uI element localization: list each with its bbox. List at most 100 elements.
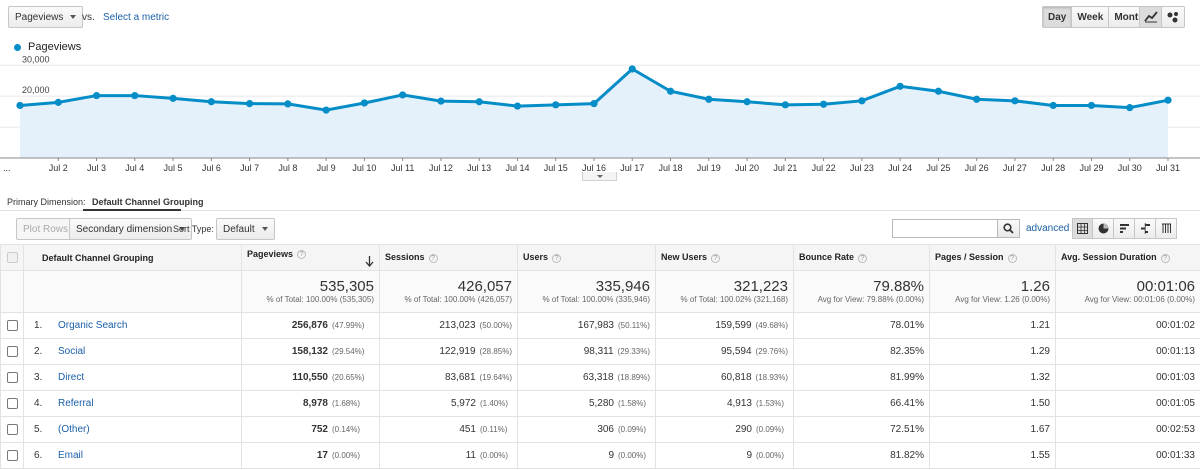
x-tick-label: Jul 31 [1156, 163, 1180, 173]
total-sub: % of Total: 100.00% (426,057) [404, 295, 512, 304]
sessions-cell: 213,023 (50.00%) [379, 312, 518, 339]
data-point[interactable] [590, 100, 598, 108]
pivot-view-button[interactable] [1156, 218, 1177, 239]
sort-type-dropdown[interactable]: Default [216, 218, 275, 240]
help-icon[interactable]: ? [1007, 253, 1017, 263]
secondary-dimension-dropdown[interactable]: Secondary dimension [69, 218, 193, 240]
row-checkbox[interactable] [6, 423, 18, 435]
total-sub: Avg for View: 1.26 (0.00%) [955, 295, 1050, 304]
row-checkbox[interactable] [6, 319, 18, 331]
legend-label: Pageviews [28, 41, 82, 53]
data-point[interactable] [1164, 96, 1172, 104]
data-point[interactable] [246, 100, 254, 108]
data-point[interactable] [743, 98, 751, 106]
channel-link[interactable]: Social [58, 346, 86, 357]
sessions-percent: (28.85%) [479, 347, 512, 356]
data-point[interactable] [1126, 104, 1134, 112]
column-header-bounce-rate[interactable]: Bounce Rate? [793, 244, 930, 271]
line-chart-button[interactable] [1139, 6, 1162, 28]
data-point[interactable] [628, 65, 636, 73]
row-checkbox[interactable] [6, 345, 18, 357]
data-point[interactable] [284, 100, 292, 108]
pie-view-button[interactable] [1093, 218, 1114, 239]
help-icon[interactable]: ? [297, 249, 307, 259]
help-icon[interactable]: ? [1160, 253, 1170, 263]
data-point[interactable] [934, 87, 943, 95]
x-tick-label: Jul 6 [202, 163, 221, 173]
pageviews-cell: 158,132 (29.54%) [241, 338, 380, 365]
row-checkbox[interactable] [6, 397, 18, 409]
column-header-pages-session[interactable]: Pages / Session? [929, 244, 1056, 271]
data-point[interactable] [131, 91, 139, 100]
primary-dimension-value[interactable]: Default Channel Grouping [92, 197, 204, 207]
data-point[interactable] [360, 99, 368, 107]
table-view-button[interactable] [1072, 218, 1093, 239]
pages-session-cell: 1.55 [929, 442, 1056, 469]
column-header-avg-session-duration[interactable]: Avg. Session Duration? [1055, 244, 1200, 271]
select-all-checkbox[interactable] [6, 252, 18, 264]
pages-session-cell: 1.50 [929, 390, 1056, 417]
row-checkbox[interactable] [6, 371, 18, 383]
data-point[interactable] [54, 98, 62, 106]
table-view-selector [1072, 218, 1177, 239]
data-point[interactable] [973, 95, 981, 103]
channel-link[interactable]: Referral [58, 398, 94, 409]
data-point[interactable] [169, 94, 177, 102]
day-button[interactable]: Day [1042, 6, 1073, 28]
data-point[interactable] [896, 82, 904, 90]
data-point[interactable] [16, 101, 24, 110]
chart-collapse-handle[interactable] [582, 172, 617, 181]
plot-rows-button[interactable]: Plot Rows [16, 218, 76, 240]
data-point[interactable] [207, 98, 215, 106]
motion-chart-button[interactable] [1162, 6, 1185, 28]
new-users-cell: 290 (0.09%) [655, 416, 794, 443]
select-metric-link[interactable]: Select a metric [103, 12, 170, 23]
channel-link[interactable]: Email [58, 450, 84, 461]
column-header-pageviews[interactable]: Pageviews? [241, 244, 380, 271]
help-icon[interactable]: ? [428, 253, 438, 263]
data-point[interactable] [820, 100, 828, 108]
column-header-channel[interactable]: Default Channel Grouping [23, 244, 242, 271]
channel-cell: 1. Organic Search [23, 312, 242, 339]
data-point[interactable] [92, 91, 101, 100]
search-button[interactable] [998, 219, 1020, 238]
help-icon[interactable]: ? [858, 253, 868, 263]
data-point[interactable] [666, 87, 675, 95]
data-point[interactable] [858, 97, 866, 105]
column-header-sessions[interactable]: Sessions? [379, 244, 518, 271]
table-search-input[interactable] [892, 219, 998, 238]
new-users-cell: 159,599 (49.68%) [655, 312, 794, 339]
help-icon[interactable]: ? [552, 253, 562, 263]
sessions-percent: (0.00%) [480, 451, 509, 460]
sessions-percent: (19.64%) [479, 373, 512, 382]
row-checkbox[interactable] [6, 449, 18, 461]
x-tick-label: Jul 8 [278, 163, 297, 173]
column-header-new-users[interactable]: New Users? [655, 244, 794, 271]
data-point[interactable] [1011, 97, 1019, 105]
data-point[interactable] [513, 102, 522, 110]
data-point[interactable] [552, 101, 560, 109]
channel-link[interactable]: (Other) [58, 424, 90, 435]
help-icon[interactable]: ? [711, 253, 721, 263]
data-point[interactable] [1087, 101, 1096, 110]
advanced-filter-link[interactable]: advanced [1026, 223, 1070, 234]
y-tick-label: 30,000 [22, 56, 50, 64]
x-tick-label: Jul 17 [620, 163, 644, 173]
data-point[interactable] [322, 106, 330, 114]
data-point[interactable] [781, 101, 789, 109]
column-header-users[interactable]: Users? [517, 244, 656, 271]
data-point[interactable] [705, 95, 713, 103]
data-point[interactable] [399, 91, 407, 99]
channel-link[interactable]: Direct [58, 372, 85, 383]
x-tick-label: Jul 24 [888, 163, 912, 173]
performance-view-button[interactable] [1114, 218, 1135, 239]
sessions-value: 83,681 [444, 372, 476, 383]
channel-link[interactable]: Organic Search [58, 320, 128, 331]
metric-dropdown[interactable]: Pageviews [8, 6, 84, 28]
active-dimension-indicator [83, 209, 181, 211]
comparison-view-button[interactable] [1135, 218, 1156, 239]
data-point[interactable] [437, 97, 445, 105]
data-point[interactable] [1049, 101, 1057, 110]
week-button[interactable]: Week [1072, 6, 1110, 28]
data-point[interactable] [475, 98, 483, 106]
